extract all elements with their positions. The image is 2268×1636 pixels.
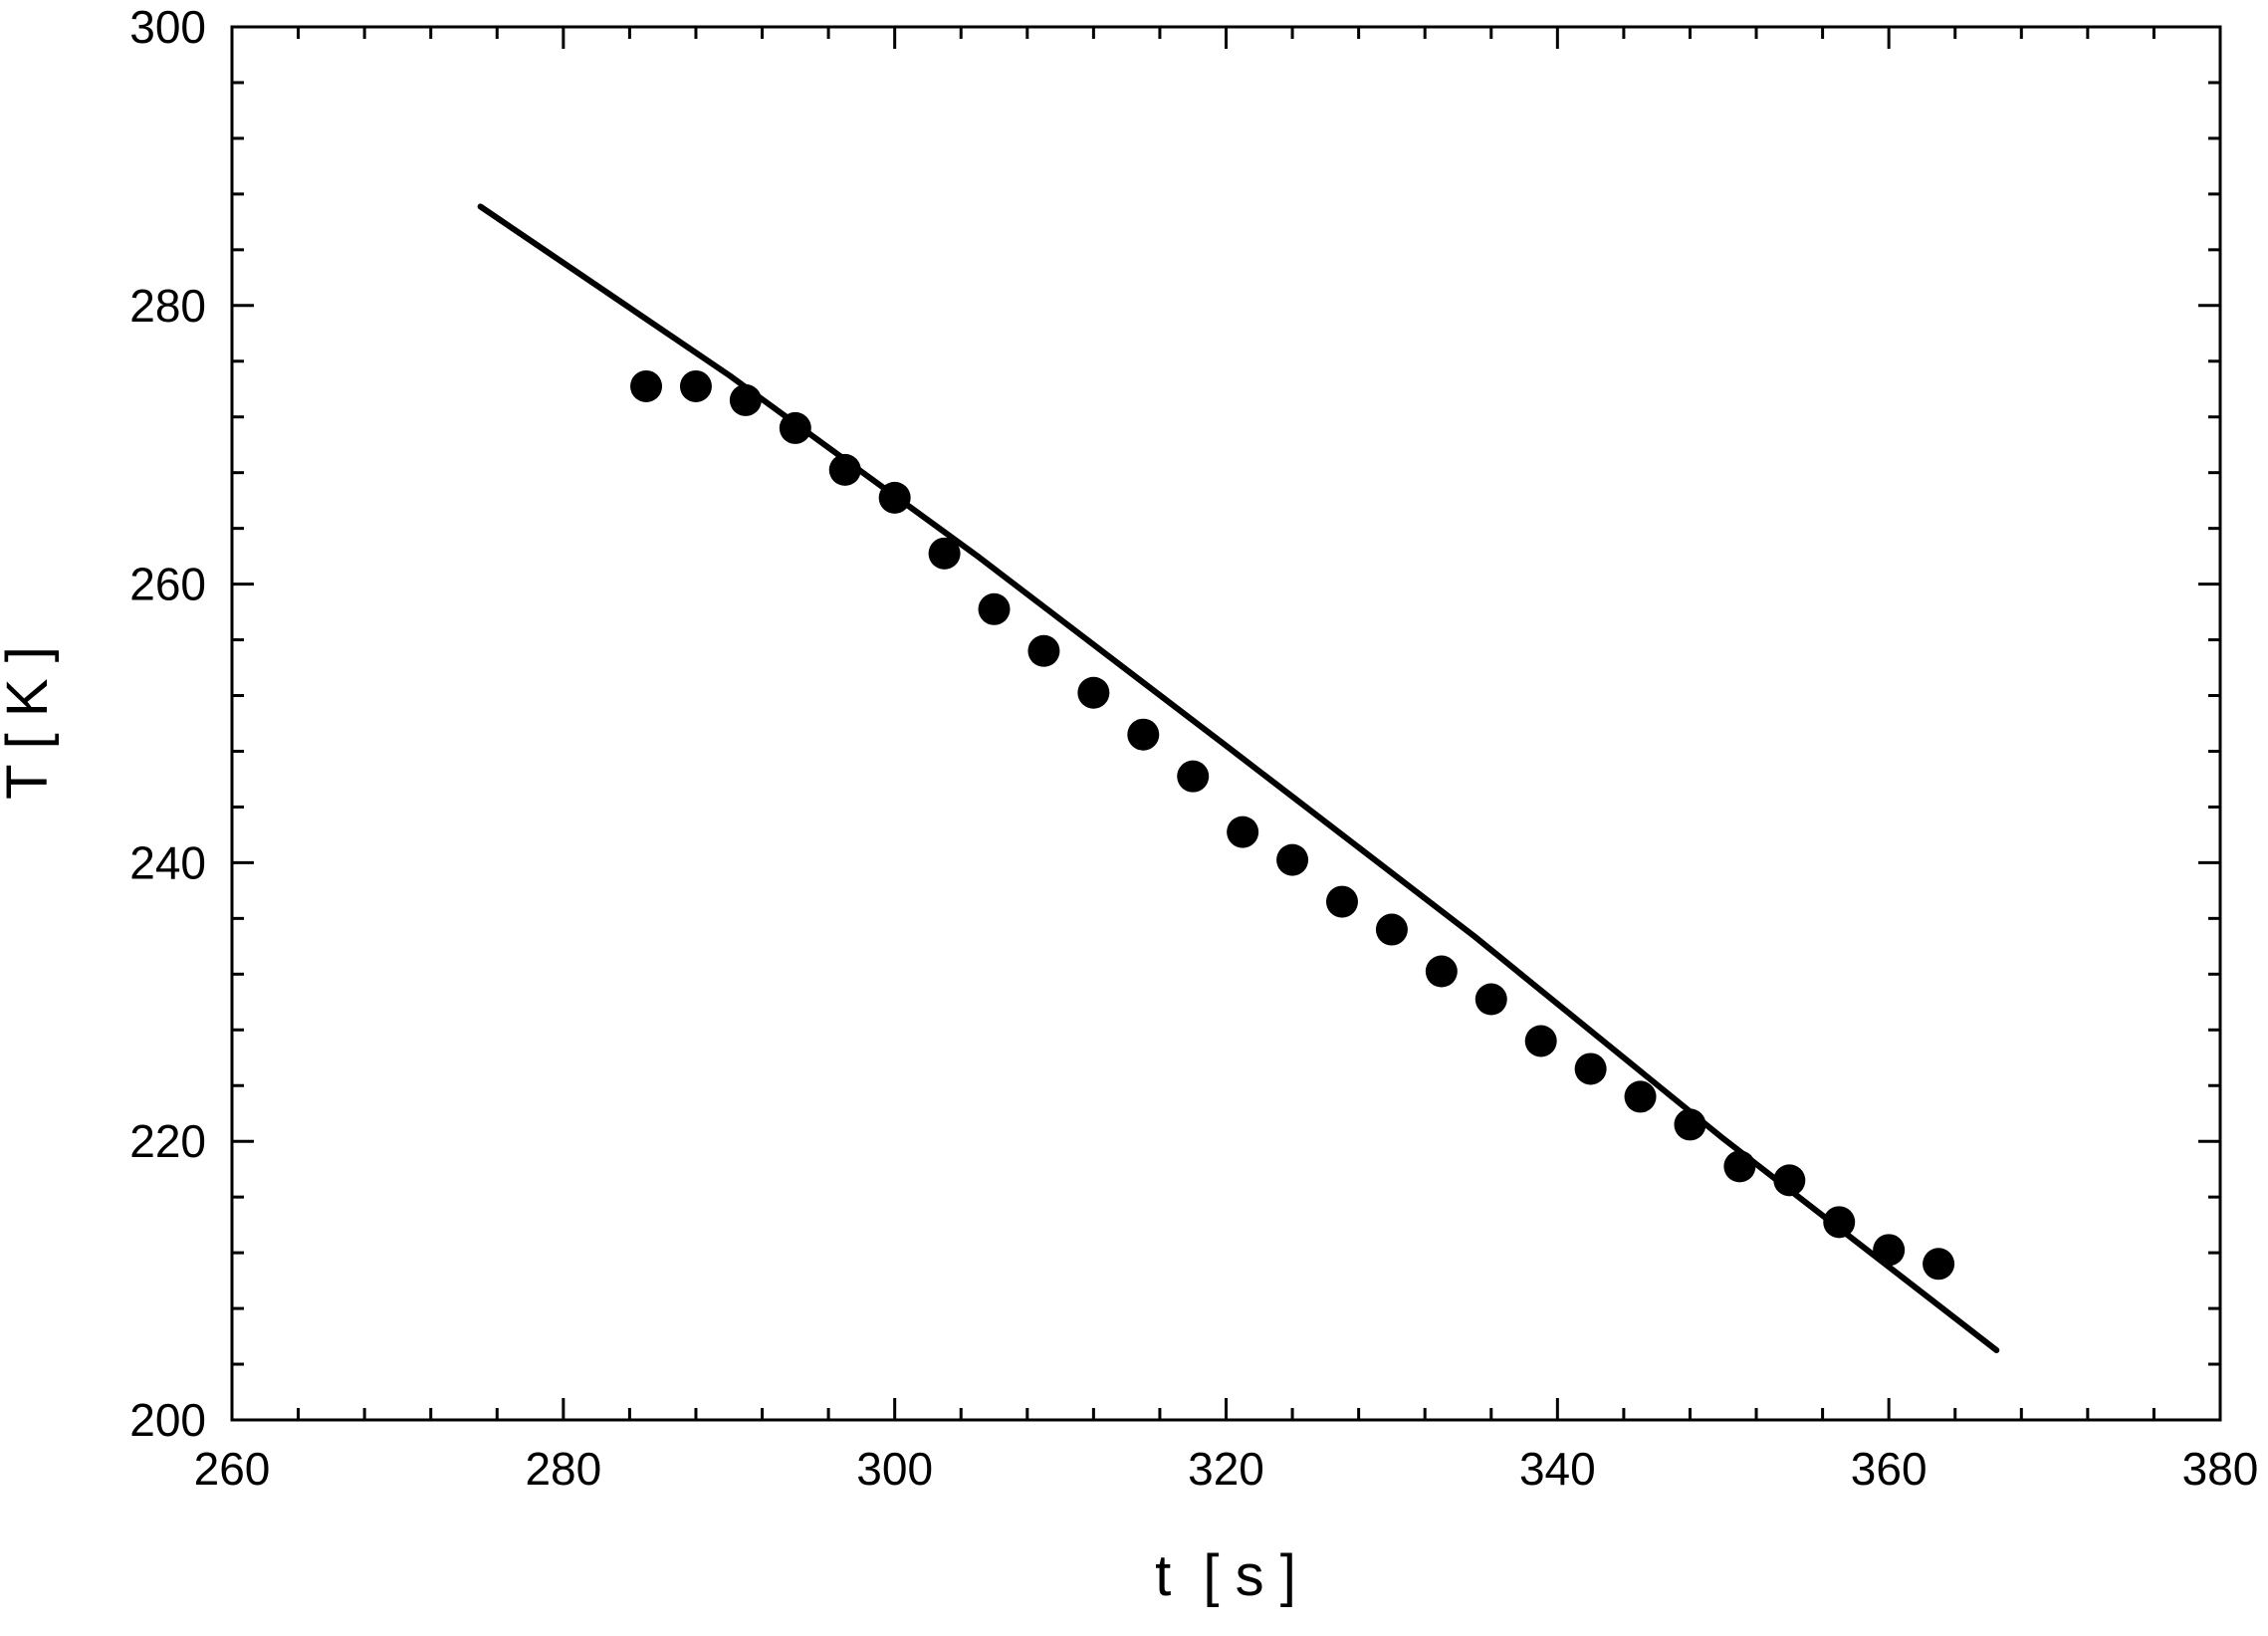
data-point	[1177, 760, 1210, 793]
y-tick-label: 200	[129, 1394, 206, 1446]
data-point	[1624, 1080, 1657, 1113]
data-point	[1723, 1150, 1756, 1183]
x-tick-label: 260	[194, 1443, 271, 1495]
data-point	[1127, 718, 1160, 751]
tick-labels: 260 280 300 320 340 360 380 200 220 240 260 280 300	[129, 1, 2258, 1495]
data-point	[1276, 843, 1309, 876]
x-tick-label: 300	[856, 1443, 933, 1495]
data-point	[1923, 1248, 1955, 1281]
data-point	[1823, 1206, 1856, 1239]
fit-line	[477, 203, 2000, 1353]
data-point	[1325, 885, 1358, 918]
data-point	[978, 592, 1011, 625]
data-point	[1674, 1108, 1706, 1141]
data-point	[828, 453, 861, 486]
y-tick-label: 220	[129, 1115, 206, 1167]
data-point	[1375, 913, 1408, 946]
data-point	[1773, 1164, 1806, 1197]
data-point	[878, 481, 911, 514]
x-tick-label: 320	[1188, 1443, 1264, 1495]
data-point	[679, 369, 712, 402]
data-point	[1524, 1025, 1557, 1057]
x-tick-label: 280	[525, 1443, 601, 1495]
x-tick-label: 340	[1519, 1443, 1596, 1495]
y-tick-label: 260	[129, 559, 206, 610]
data-point	[928, 537, 961, 570]
x-tick-label: 380	[2182, 1443, 2259, 1495]
axis-ticks	[230, 25, 2222, 1422]
y-axis-title: T [ K ]	[0, 646, 60, 800]
plot-frame	[230, 25, 2222, 1422]
y-tick-label: 280	[129, 280, 206, 332]
y-tick-label: 240	[129, 836, 206, 888]
data-point	[1425, 955, 1458, 988]
data-point	[1574, 1052, 1607, 1085]
data-point	[1027, 634, 1060, 667]
data-point	[630, 369, 663, 402]
y-tick-label: 300	[129, 1, 206, 53]
data-points	[630, 369, 1955, 1281]
data-point	[1474, 983, 1507, 1016]
x-axis-title: t [ s ]	[1155, 1543, 1296, 1608]
data-point	[1077, 676, 1110, 709]
data-point	[729, 383, 762, 416]
data-point	[779, 411, 811, 444]
x-tick-label: 360	[1851, 1443, 1928, 1495]
data-point	[1873, 1234, 1906, 1267]
data-point	[1227, 816, 1259, 848]
